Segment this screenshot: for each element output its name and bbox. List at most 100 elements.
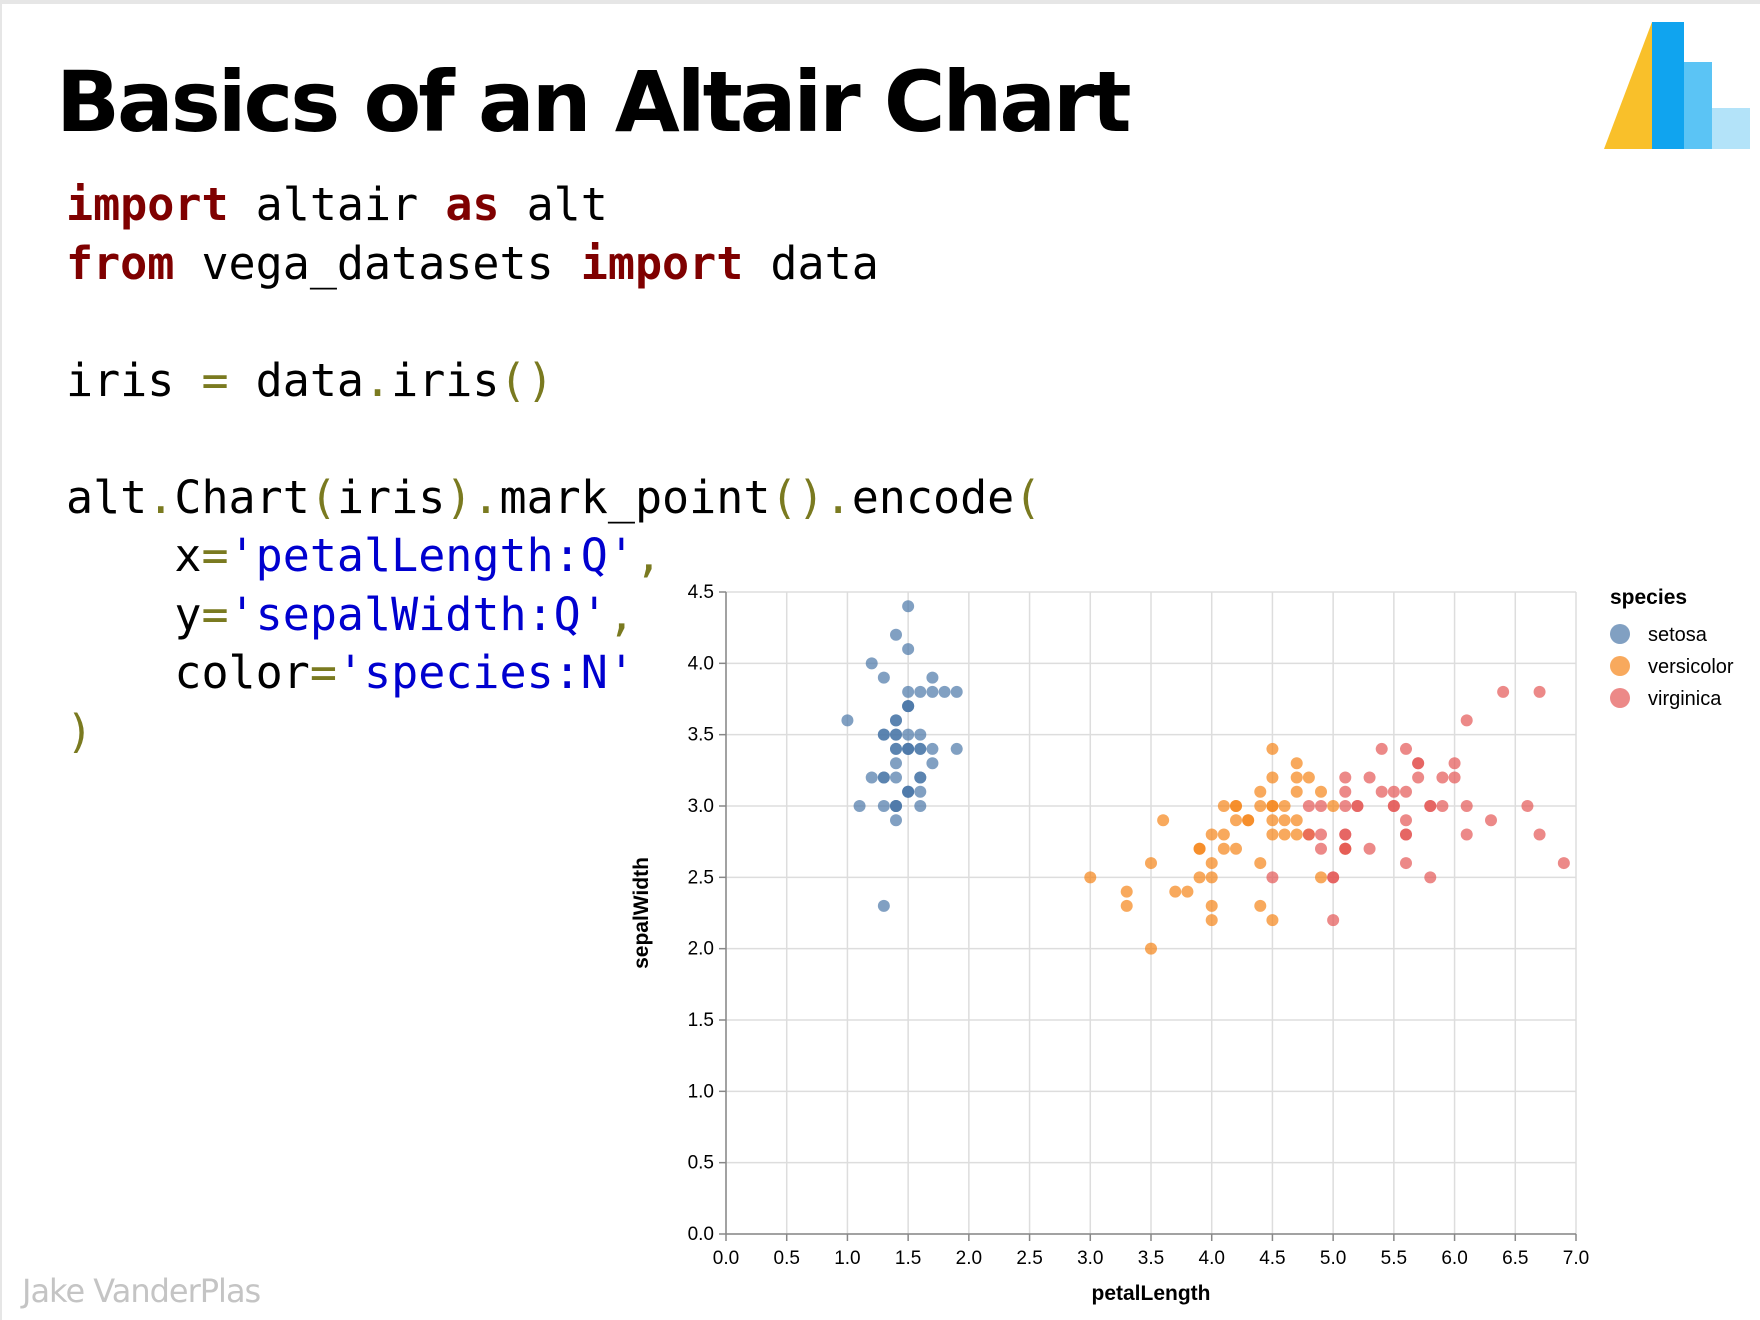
logo-light-blue-bar [1684,62,1712,149]
x-tick-label: 4.0 [1199,1248,1225,1269]
point-versicolor [1315,871,1327,884]
point-virginica [1315,828,1327,841]
point-setosa [890,742,902,755]
slide-title: Basics of an Altair Chart [56,53,1132,151]
x-axis-title: petalLength [1092,1282,1211,1305]
point-versicolor [1266,800,1279,812]
point-versicolor [1315,785,1327,798]
point-versicolor [1266,914,1279,927]
point-versicolor [1278,800,1291,812]
chart-grid [725,591,1577,1235]
point-virginica [1460,800,1473,812]
point-versicolor [1193,842,1206,855]
point-versicolor [1302,771,1315,784]
point-setosa [902,785,915,798]
point-setosa [890,757,902,770]
point-versicolor [1230,800,1242,812]
point-setosa [926,742,939,755]
point-versicolor [1120,899,1133,912]
point-setosa [902,643,915,656]
point-versicolor [1290,814,1303,827]
point-setosa [914,771,927,784]
point-versicolor [1278,828,1291,841]
point-virginica [1375,785,1388,798]
code-line-1: import altair as alt [66,178,608,231]
legend-label-virginica: virginica [1648,688,1722,710]
point-virginica [1400,814,1412,827]
point-virginica [1485,814,1497,827]
point-virginica [1448,757,1461,770]
point-versicolor [1290,785,1303,798]
point-versicolor [1327,800,1340,812]
point-versicolor [1193,871,1206,884]
point-setosa [890,814,902,827]
legend-swatch-versicolor [1610,656,1630,676]
legend-swatch-setosa [1610,624,1630,644]
point-virginica [1339,828,1352,841]
slide-top-border [0,0,1760,4]
point-virginica [1400,742,1412,755]
x-tick-label: 2.5 [1016,1248,1042,1269]
point-setosa [865,657,878,670]
point-virginica [1400,857,1412,870]
x-tick-label: 4.5 [1259,1248,1285,1269]
point-versicolor [1242,814,1255,827]
point-virginica [1412,757,1425,770]
point-virginica [1460,714,1473,727]
point-versicolor [1217,800,1230,812]
point-setosa [914,742,927,755]
point-versicolor [1266,814,1279,827]
point-virginica [1436,800,1449,812]
point-versicolor [1145,857,1157,870]
x-tick-label: 1.5 [895,1248,921,1269]
code-blank-line [66,293,1041,352]
point-versicolor [1205,914,1218,927]
point-virginica [1424,871,1437,884]
point-virginica [1327,914,1340,927]
point-virginica [1448,771,1461,784]
point-versicolor [1290,771,1303,784]
point-virginica [1387,800,1400,812]
point-virginica [1302,800,1315,812]
point-versicolor [1254,857,1267,870]
point-virginica [1400,828,1412,841]
point-setosa [914,785,927,798]
legend-title: species [1610,586,1687,609]
point-virginica [1363,771,1376,784]
x-tick-label: 3.0 [1077,1248,1103,1269]
point-virginica [1460,828,1473,841]
y-tick-label: 4.5 [688,582,714,603]
point-setosa [926,671,939,684]
point-setosa [926,685,939,698]
point-versicolor [1266,828,1279,841]
y-tick-label: 1.5 [688,1010,714,1031]
point-virginica [1302,828,1315,841]
point-virginica [1497,685,1510,698]
point-virginica [1557,857,1570,870]
code-line-6: y='sepalWidth:Q', [174,587,635,641]
x-tick-label: 2.0 [956,1248,982,1269]
point-virginica [1375,742,1388,755]
code-line-3: iris = data.iris() [66,353,554,407]
logo-blue-bar [1652,22,1684,149]
point-virginica [1533,685,1546,698]
point-setosa [914,685,927,698]
point-setosa [890,714,902,727]
point-setosa [853,800,866,812]
point-virginica [1339,785,1352,798]
x-tick-label: 5.0 [1320,1248,1346,1269]
y-axis-title: sepalWidth [630,857,653,969]
point-setosa [877,899,890,912]
chart-legend: species setosa versicolor virginica [1610,586,1734,710]
code-line-2: from vega_datasets import data [66,236,879,290]
point-setosa [865,771,878,784]
point-virginica [1351,800,1364,812]
x-tick-label: 6.5 [1502,1248,1528,1269]
point-versicolor [1205,899,1218,912]
point-setosa [890,728,902,741]
point-virginica [1339,771,1352,784]
point-versicolor [1169,885,1182,898]
y-tick-label: 0.5 [688,1153,714,1174]
point-virginica [1315,800,1327,812]
legend-label-setosa: setosa [1648,624,1708,646]
